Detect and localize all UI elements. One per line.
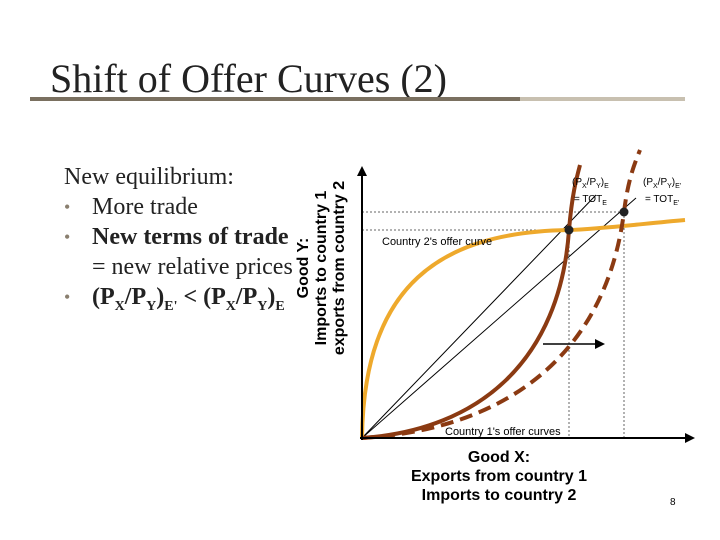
title-underline-accent xyxy=(520,97,685,101)
country2-curve-label: Country 2's offer curve xyxy=(382,236,493,248)
bullet-text: More trade xyxy=(92,194,198,220)
bullet-formula: (PX/PY)E' < (PX/PY)E xyxy=(92,284,285,314)
page-number: 8 xyxy=(670,497,676,508)
bullet-dot-icon: • xyxy=(64,197,71,217)
equilibrium-point-e xyxy=(564,225,574,235)
bullet-more-trade: • More trade xyxy=(64,192,294,222)
bullet-dot-icon: • xyxy=(64,227,71,247)
y-axis-label: Good Y: Imports to country 1 exports fro… xyxy=(295,180,348,356)
slide-title: Shift of Offer Curves (2) xyxy=(50,56,447,101)
x-axis-label: Good X: Exports from country 1 Imports t… xyxy=(410,449,588,504)
tot-e-label: (PX/PY)E = TOTE xyxy=(572,177,609,207)
country1-offer-curve-original xyxy=(361,164,582,440)
bullet-list: • More trade • New terms of trade = new … xyxy=(64,192,294,322)
tot-e-prime-label: (PX/PY)E' = TOTE' xyxy=(643,177,682,207)
tot-ray-e xyxy=(361,194,597,439)
tot-ray-e-prime xyxy=(361,197,637,439)
bullet-price-comparison: • (PX/PY)E' < (PX/PY)E xyxy=(64,282,294,322)
country2-offer-curve xyxy=(360,218,686,439)
country1-offer-curve-shifted xyxy=(361,149,642,440)
country1-curves-label: Country 1's offer curves xyxy=(445,426,561,438)
bullet-dot-icon: • xyxy=(64,287,71,307)
bullets-heading: New equilibrium: xyxy=(64,164,234,190)
bullet-new-terms: • New terms of trade = new relative pric… xyxy=(64,222,294,282)
bullet-panel: New equilibrium: • More trade • New term… xyxy=(64,162,294,322)
equilibrium-point-e-prime xyxy=(619,207,629,217)
bullet-text: = new relative prices xyxy=(92,254,293,280)
bullet-bold-text: New terms of trade xyxy=(92,224,289,250)
title-underline xyxy=(30,97,685,101)
